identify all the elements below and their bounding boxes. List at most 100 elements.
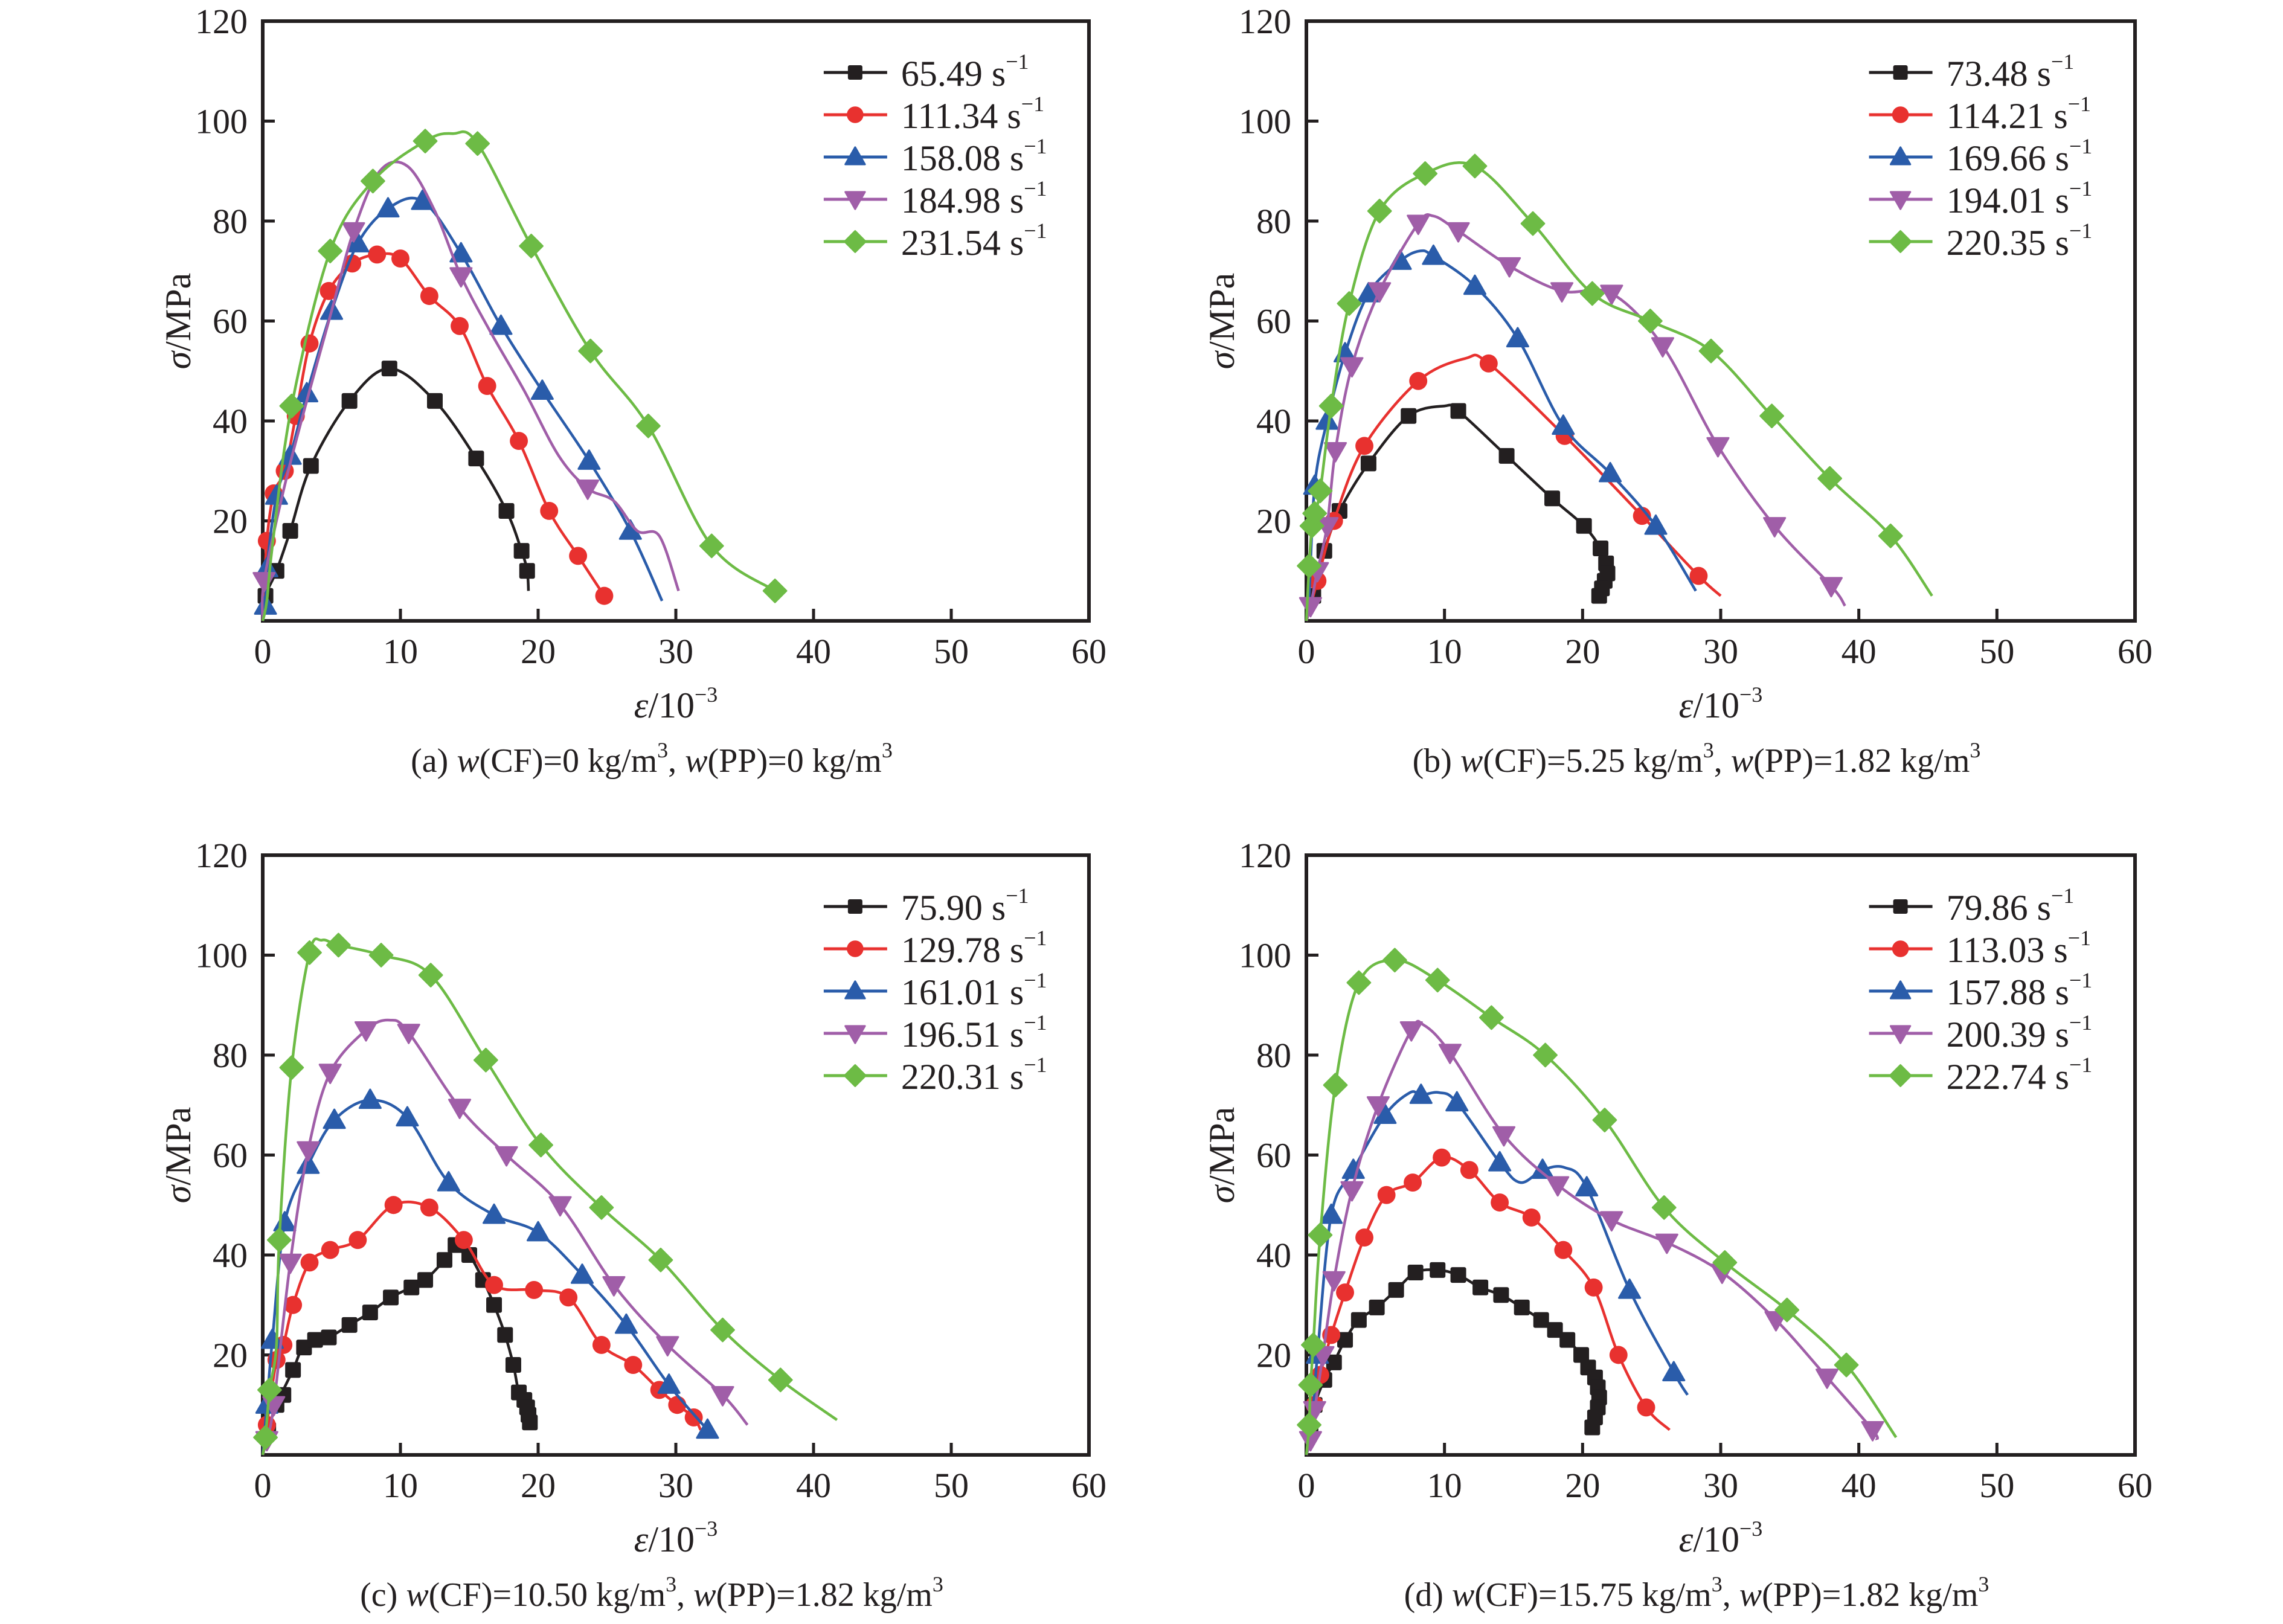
legend-item: 75.90 s−1 [823,884,1029,928]
legend-exponent: −1 [2069,176,2092,201]
data-point [284,1295,303,1314]
legend-unit: s [2037,54,2051,94]
data-point [1550,282,1574,303]
data-point [525,1280,544,1299]
data-point [396,1106,419,1127]
legend-item: 184.98 s−1 [823,176,1047,220]
data-point [684,1408,703,1427]
data-point [449,242,473,263]
data-point [1559,1332,1576,1348]
legend-label: 79.86 [1947,888,2037,928]
legend-label: 200.39 [1947,1015,2055,1054]
data-point [1369,1299,1385,1315]
data-point [1460,1161,1479,1179]
legend-marker-triangle-down-icon [844,1025,866,1044]
data-point [1413,161,1438,186]
caption-pp: (PP)=0 kg/m [708,742,882,780]
x-tick-label: 10 [383,632,418,671]
data-point [495,1146,518,1167]
legend-marker-circle-icon [1892,106,1909,123]
caption-prefix: (a) [411,742,457,780]
data-point [436,1252,452,1268]
data-point [1609,1346,1628,1364]
x-tick-label: 30 [658,1466,693,1505]
legend-marker-circle-icon [847,106,864,123]
data-point [448,1099,472,1119]
series-129_78 [257,1196,703,1456]
legend-label: 129.78 [901,930,1010,970]
legend-item: 65.49 s−1 [823,50,1029,94]
data-point [391,249,409,268]
data-point [1488,1151,1512,1172]
caption-pp: (PP)=1.82 kg/m [1753,742,1970,780]
data-point [1323,1073,1348,1097]
caption-w: w [1739,1576,1762,1614]
legend-item: 194.01 s−1 [1869,176,2092,220]
data-point [368,245,387,264]
data-point [711,1386,734,1407]
legend-label: 184.98 [901,181,1010,220]
data-point [1533,1312,1549,1328]
legend-text: 111.34 s−1 [901,92,1044,136]
legend-item: 114.21 s−1 [1869,92,2091,136]
y-axis-text: /MPa [1202,1107,1242,1186]
data-point [1326,1354,1342,1370]
panel-caption: (d) w(CF)=15.75 kg/m3, w(PP)=1.82 kg/m3 [1404,1572,1989,1614]
data-point [451,316,469,335]
legend-item: 129.78 s−1 [823,926,1047,970]
series-220_35 [1297,153,1933,621]
legend-unit: s [1010,223,1024,263]
data-point [1355,437,1373,455]
data-point [519,563,535,579]
y-tick-label: 120 [1239,2,1291,41]
legend-item: 200.39 s−1 [1869,1010,2092,1054]
legend-exponent: −1 [1006,884,1029,908]
data-point [307,1332,323,1348]
caption-w: w [1452,1576,1474,1614]
x-tick-label: 50 [934,632,969,671]
x-axis-symbol: ε [634,685,649,725]
series-220_31 [253,932,838,1456]
data-point [1355,1228,1373,1247]
legend-marker-triangle-down-icon [1889,1025,1912,1044]
series-169_66 [1303,244,1697,621]
data-point [1301,1332,1326,1358]
data-point [577,449,601,470]
data-point [318,239,343,263]
series-161_01 [255,1088,719,1456]
data-point [636,413,661,438]
data-point [1450,403,1466,419]
legend-label: 220.31 [901,1057,1010,1097]
data-point [1706,437,1730,458]
caption-w: w [406,1576,428,1614]
data-point [489,314,513,335]
legend-marker-square-icon [847,65,862,80]
x-tick-label: 60 [1071,1466,1106,1505]
legend-label: 222.74 [1947,1057,2055,1097]
data-point [519,234,544,258]
data-point [297,1141,320,1162]
data-point [342,222,365,243]
data-point [1633,507,1651,525]
data-point [570,1263,594,1284]
y-axis-title: σ/MPa [1202,273,1242,370]
legend-text: 161.01 s−1 [901,968,1047,1012]
data-point [497,1327,513,1343]
x-tick-label: 40 [1841,632,1877,671]
data-point [1544,490,1561,507]
y-tick-label: 40 [1256,402,1291,441]
data-point [548,1196,572,1217]
data-point [1637,1398,1655,1417]
caption-pp: (PP)=1.82 kg/m [1762,1576,1978,1614]
data-point [1320,1203,1343,1224]
legend-exponent: −1 [1006,50,1029,74]
series-194_01 [1299,213,1846,621]
x-tick-label: 50 [1979,632,2014,671]
legend-unit: s [2055,223,2069,263]
legend-text: 184.98 s−1 [901,176,1047,220]
series-line [1305,958,1898,1456]
data-point [368,943,394,968]
data-point [1618,1278,1642,1299]
data-point [461,1247,477,1263]
data-point [449,267,473,288]
